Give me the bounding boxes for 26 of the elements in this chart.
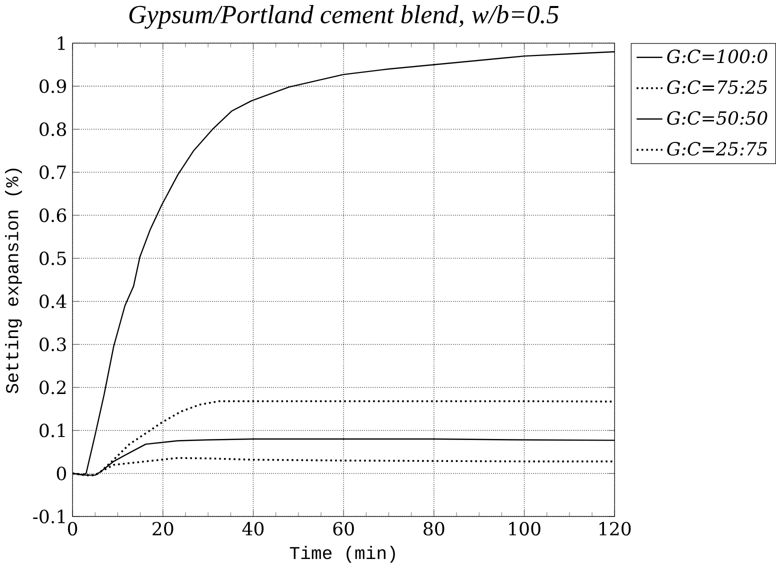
legend-label: G:C=75:25 xyxy=(667,80,768,94)
x-tick-label: 80 xyxy=(424,522,444,536)
legend-label: G:C=25:75 xyxy=(667,142,768,156)
y-tick-label: 0.3 xyxy=(40,338,66,352)
y-tick-label: 0.9 xyxy=(40,79,66,94)
chart-title: Gypsum/Portland cement blend, w/b=0.5 xyxy=(129,5,559,29)
y-tick-label: 0.1 xyxy=(40,424,65,438)
x-tick-label: 120 xyxy=(600,522,631,536)
y-tick-label: 0.8 xyxy=(40,122,66,136)
y-axis-title: Setting expansion (%) xyxy=(5,168,22,394)
y-tick-label: 0.5 xyxy=(40,252,66,266)
x-axis-title: Time (min) xyxy=(290,546,395,563)
x-tick-label: 40 xyxy=(242,522,264,536)
legend-label: G:C=100:0 xyxy=(667,50,768,64)
y-tick-label: 0.4 xyxy=(40,294,66,308)
x-tick-label: 20 xyxy=(152,522,174,536)
y-tick-label: 0 xyxy=(56,466,66,480)
y-tick-label: 1 xyxy=(58,36,65,50)
x-tick-label: 100 xyxy=(509,522,540,536)
y-tick-label: 0.6 xyxy=(40,208,66,222)
y-tick-label: 0.2 xyxy=(40,380,66,394)
y-tick-label: -0.1 xyxy=(33,510,65,524)
x-tick-label: 60 xyxy=(333,522,354,536)
x-tick-label: 0 xyxy=(68,522,78,536)
legend-label: G:C=50:50 xyxy=(667,111,768,125)
y-tick-label: 0.7 xyxy=(40,165,66,180)
